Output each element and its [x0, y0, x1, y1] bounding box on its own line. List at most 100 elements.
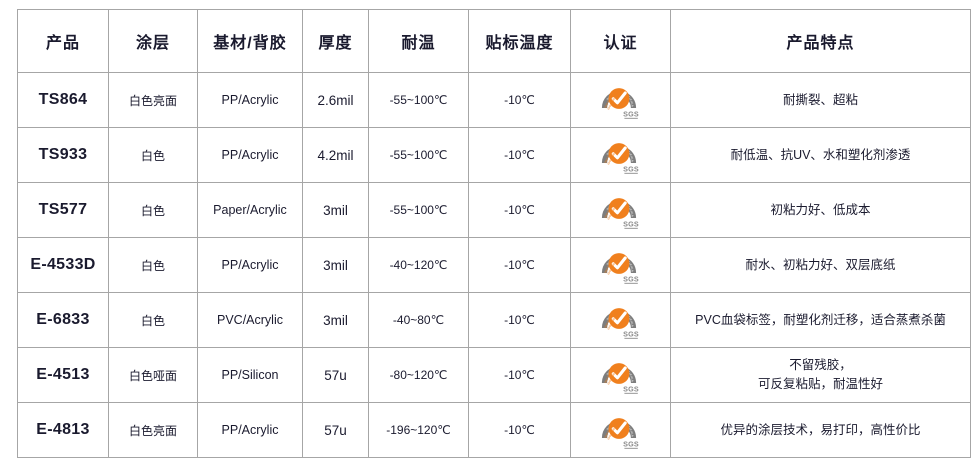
- features-cell: 耐撕裂、超粘: [670, 72, 971, 128]
- features-cell: 初粘力好、低成本: [670, 182, 971, 238]
- column-header-features: 产品特点: [670, 9, 971, 73]
- substrate-cell: Paper/Acrylic: [197, 182, 303, 238]
- product-code-cell: E-4513: [17, 347, 109, 403]
- column-header-label-temp: 贴标温度: [468, 9, 571, 73]
- temp-resistance-cell: -196~120℃: [368, 402, 469, 458]
- product-code-cell: TS577: [17, 182, 109, 238]
- thickness-cell: 2.6mil: [302, 72, 369, 128]
- svg-text:SGS: SGS: [623, 274, 639, 283]
- label-temp-cell: -10℃: [468, 72, 571, 128]
- svg-text:SGS: SGS: [623, 164, 639, 173]
- thickness-cell: 57u: [302, 402, 369, 458]
- temp-resistance-cell: -40~80℃: [368, 292, 469, 348]
- sgs-certification-icon: SYSTEM CERTIFICATION ISO 9001 ISO 14001 …: [598, 243, 644, 287]
- label-temp-cell: -10℃: [468, 237, 571, 293]
- thickness-cell: 3mil: [302, 292, 369, 348]
- product-code-cell: TS933: [17, 127, 109, 183]
- label-temp-cell: -10℃: [468, 182, 571, 238]
- substrate-cell: PP/Acrylic: [197, 72, 303, 128]
- coating-cell: 白色哑面: [108, 347, 198, 403]
- features-cell: 优异的涂层技术，易打印，高性价比: [670, 402, 971, 458]
- substrate-cell: PVC/Acrylic: [197, 292, 303, 348]
- column-header-coating: 涂层: [108, 9, 198, 73]
- svg-text:ISO 9001: ISO 9001: [603, 315, 613, 329]
- product-code-cell: E-6833: [17, 292, 109, 348]
- feature-line: 优异的涂层技术，易打印，高性价比: [720, 422, 921, 437]
- features-cell: 耐低温、抗UV、水和塑化剂渗透: [670, 127, 971, 183]
- svg-text:ISO 14001: ISO 14001: [606, 95, 617, 110]
- substrate-cell: PP/Acrylic: [197, 402, 303, 458]
- svg-text:ISO 14001: ISO 14001: [606, 150, 617, 165]
- sgs-certification-icon: SYSTEM CERTIFICATION ISO 9001 ISO 14001 …: [598, 188, 644, 232]
- features-cell: PVC血袋标签，耐塑化剂迁移，适合蒸煮杀菌: [670, 292, 971, 348]
- certification-cell: SYSTEM CERTIFICATION ISO 9001 ISO 14001 …: [570, 347, 671, 403]
- coating-cell: 白色亮面: [108, 72, 198, 128]
- svg-text:SGS: SGS: [623, 329, 639, 338]
- product-code-cell: E-4813: [17, 402, 109, 458]
- column-header-temp: 耐温: [368, 9, 469, 73]
- svg-text:ISO 9001: ISO 9001: [603, 205, 613, 219]
- certification-cell: SYSTEM CERTIFICATION ISO 9001 ISO 14001 …: [570, 402, 671, 458]
- label-temp-cell: -10℃: [468, 292, 571, 348]
- certification-cell: SYSTEM CERTIFICATION ISO 9001 ISO 14001 …: [570, 292, 671, 348]
- svg-text:ISO 14001: ISO 14001: [606, 260, 617, 275]
- thickness-cell: 4.2mil: [302, 127, 369, 183]
- svg-text:ISO 14001: ISO 14001: [606, 205, 617, 220]
- svg-text:ISO 9001: ISO 9001: [603, 370, 613, 384]
- svg-text:ISO 9001: ISO 9001: [603, 95, 613, 109]
- svg-text:SGS: SGS: [623, 439, 639, 448]
- temp-resistance-cell: -80~120℃: [368, 347, 469, 403]
- label-temp-cell: -10℃: [468, 127, 571, 183]
- certification-cell: SYSTEM CERTIFICATION ISO 9001 ISO 14001 …: [570, 237, 671, 293]
- table-header: 产品 涂层 基材/背胶 厚度 耐温 贴标温度 认证 产品特点: [17, 9, 971, 73]
- column-header-substrate: 基材/背胶: [197, 9, 303, 73]
- product-spec-table-container: 产品 涂层 基材/背胶 厚度 耐温 贴标温度 认证 产品特点 TS864 白色亮面…: [17, 9, 971, 458]
- svg-text:ISO 14001: ISO 14001: [606, 425, 617, 440]
- svg-text:SGS: SGS: [623, 384, 639, 393]
- sgs-certification-icon: SYSTEM CERTIFICATION ISO 9001 ISO 14001 …: [598, 133, 644, 177]
- feature-line: 耐水、初粘力好、双层底纸: [745, 257, 896, 272]
- svg-text:ISO 9001: ISO 9001: [603, 260, 613, 274]
- coating-cell: 白色亮面: [108, 402, 198, 458]
- substrate-cell: PP/Acrylic: [197, 127, 303, 183]
- temp-resistance-cell: -40~120℃: [368, 237, 469, 293]
- temp-resistance-cell: -55~100℃: [368, 127, 469, 183]
- svg-text:ISO 14001: ISO 14001: [606, 370, 617, 385]
- column-header-certification: 认证: [570, 9, 671, 73]
- features-cell: 不留残胶， 可反复粘贴，耐温性好: [670, 347, 971, 403]
- svg-text:ISO 14001: ISO 14001: [606, 315, 617, 330]
- feature-line: PVC血袋标签，耐塑化剂迁移，适合蒸煮杀菌: [695, 312, 946, 327]
- svg-text:ISO 9001: ISO 9001: [603, 150, 613, 164]
- label-temp-cell: -10℃: [468, 402, 571, 458]
- column-header-thickness: 厚度: [302, 9, 369, 73]
- certification-cell: SYSTEM CERTIFICATION ISO 9001 ISO 14001 …: [570, 182, 671, 238]
- sgs-certification-icon: SYSTEM CERTIFICATION ISO 9001 ISO 14001 …: [598, 408, 644, 452]
- sgs-certification-icon: SYSTEM CERTIFICATION ISO 9001 ISO 14001 …: [598, 353, 644, 397]
- feature-line: 不留残胶，: [789, 358, 852, 373]
- thickness-cell: 3mil: [302, 237, 369, 293]
- sgs-certification-icon: SYSTEM CERTIFICATION ISO 9001 ISO 14001 …: [598, 298, 644, 342]
- thickness-cell: 57u: [302, 347, 369, 403]
- feature-line: 可反复粘贴，耐温性好: [757, 377, 883, 391]
- table-header-row: 产品 涂层 基材/背胶 厚度 耐温 贴标温度 认证 产品特点: [17, 9, 971, 73]
- svg-text:SGS: SGS: [623, 219, 639, 228]
- certification-cell: SYSTEM CERTIFICATION ISO 9001 ISO 14001 …: [570, 72, 671, 128]
- product-code-cell: TS864: [17, 72, 109, 128]
- product-code-cell: E-4533D: [17, 237, 109, 293]
- temp-resistance-cell: -55~100℃: [368, 72, 469, 128]
- coating-cell: 白色: [108, 127, 198, 183]
- coating-cell: 白色: [108, 237, 198, 293]
- column-header-product: 产品: [17, 9, 109, 73]
- substrate-cell: PP/Acrylic: [197, 237, 303, 293]
- feature-line: 耐撕裂、超粘: [782, 92, 858, 107]
- svg-text:ISO 9001: ISO 9001: [603, 425, 613, 439]
- coating-cell: 白色: [108, 292, 198, 348]
- thickness-cell: 3mil: [302, 182, 369, 238]
